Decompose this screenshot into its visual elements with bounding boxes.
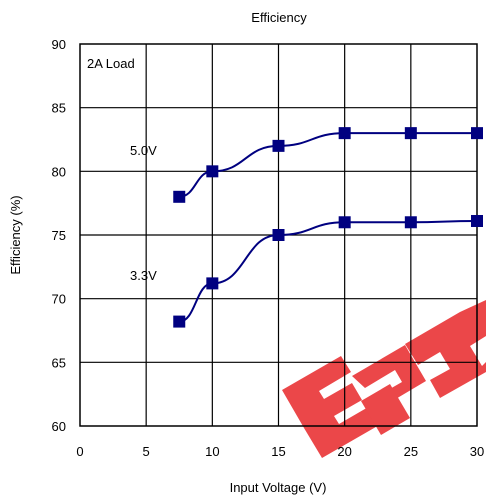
grid-lines — [80, 44, 477, 426]
y-tick-labels: 60 65 70 75 80 85 90 — [52, 37, 66, 434]
series-line — [179, 132, 477, 198]
chart-title: Efficiency — [251, 10, 307, 25]
x-tick-label: 10 — [205, 444, 219, 459]
x-tick-label: 30 — [470, 444, 484, 459]
watermark-logo — [282, 300, 486, 458]
y-tick-label: 75 — [52, 228, 66, 243]
series-1 — [173, 214, 483, 328]
x-tick-label: 15 — [271, 444, 285, 459]
y-tick-label: 70 — [52, 292, 66, 307]
data-point — [173, 190, 186, 203]
data-point — [272, 229, 285, 241]
series-label-5v: 5.0V — [130, 143, 157, 158]
data-point — [206, 277, 219, 290]
x-axis-label: Input Voltage (V) — [230, 480, 327, 495]
series-label-3v3: 3.3V — [130, 268, 157, 283]
data-point — [404, 216, 417, 229]
data-point — [173, 315, 186, 328]
y-axis-label: Efficiency (%) — [8, 195, 23, 274]
series-0 — [173, 127, 483, 203]
x-tick-label: 0 — [76, 444, 83, 459]
data-point — [471, 214, 483, 227]
data-point — [206, 165, 219, 178]
x-tick-labels: 0 5 10 15 20 25 30 — [76, 444, 484, 459]
y-tick-label: 60 — [52, 419, 66, 434]
series-group — [173, 127, 483, 328]
y-tick-label: 85 — [52, 101, 66, 116]
plot-area: 60 65 70 75 80 85 90 0 5 10 15 20 25 30 — [52, 37, 485, 459]
y-tick-label: 65 — [52, 355, 66, 370]
series-line — [179, 219, 478, 323]
x-tick-label: 5 — [143, 444, 150, 459]
data-point — [338, 127, 351, 140]
annotation-label: 2A Load — [87, 56, 135, 71]
x-tick-label: 25 — [404, 444, 418, 459]
data-point — [338, 216, 351, 229]
data-point — [272, 139, 285, 152]
y-tick-label: 80 — [52, 164, 66, 179]
data-point — [404, 127, 417, 140]
data-point — [471, 127, 483, 140]
x-tick-label: 20 — [337, 444, 351, 459]
y-tick-label: 90 — [52, 37, 66, 52]
plot-frame — [79, 43, 478, 427]
